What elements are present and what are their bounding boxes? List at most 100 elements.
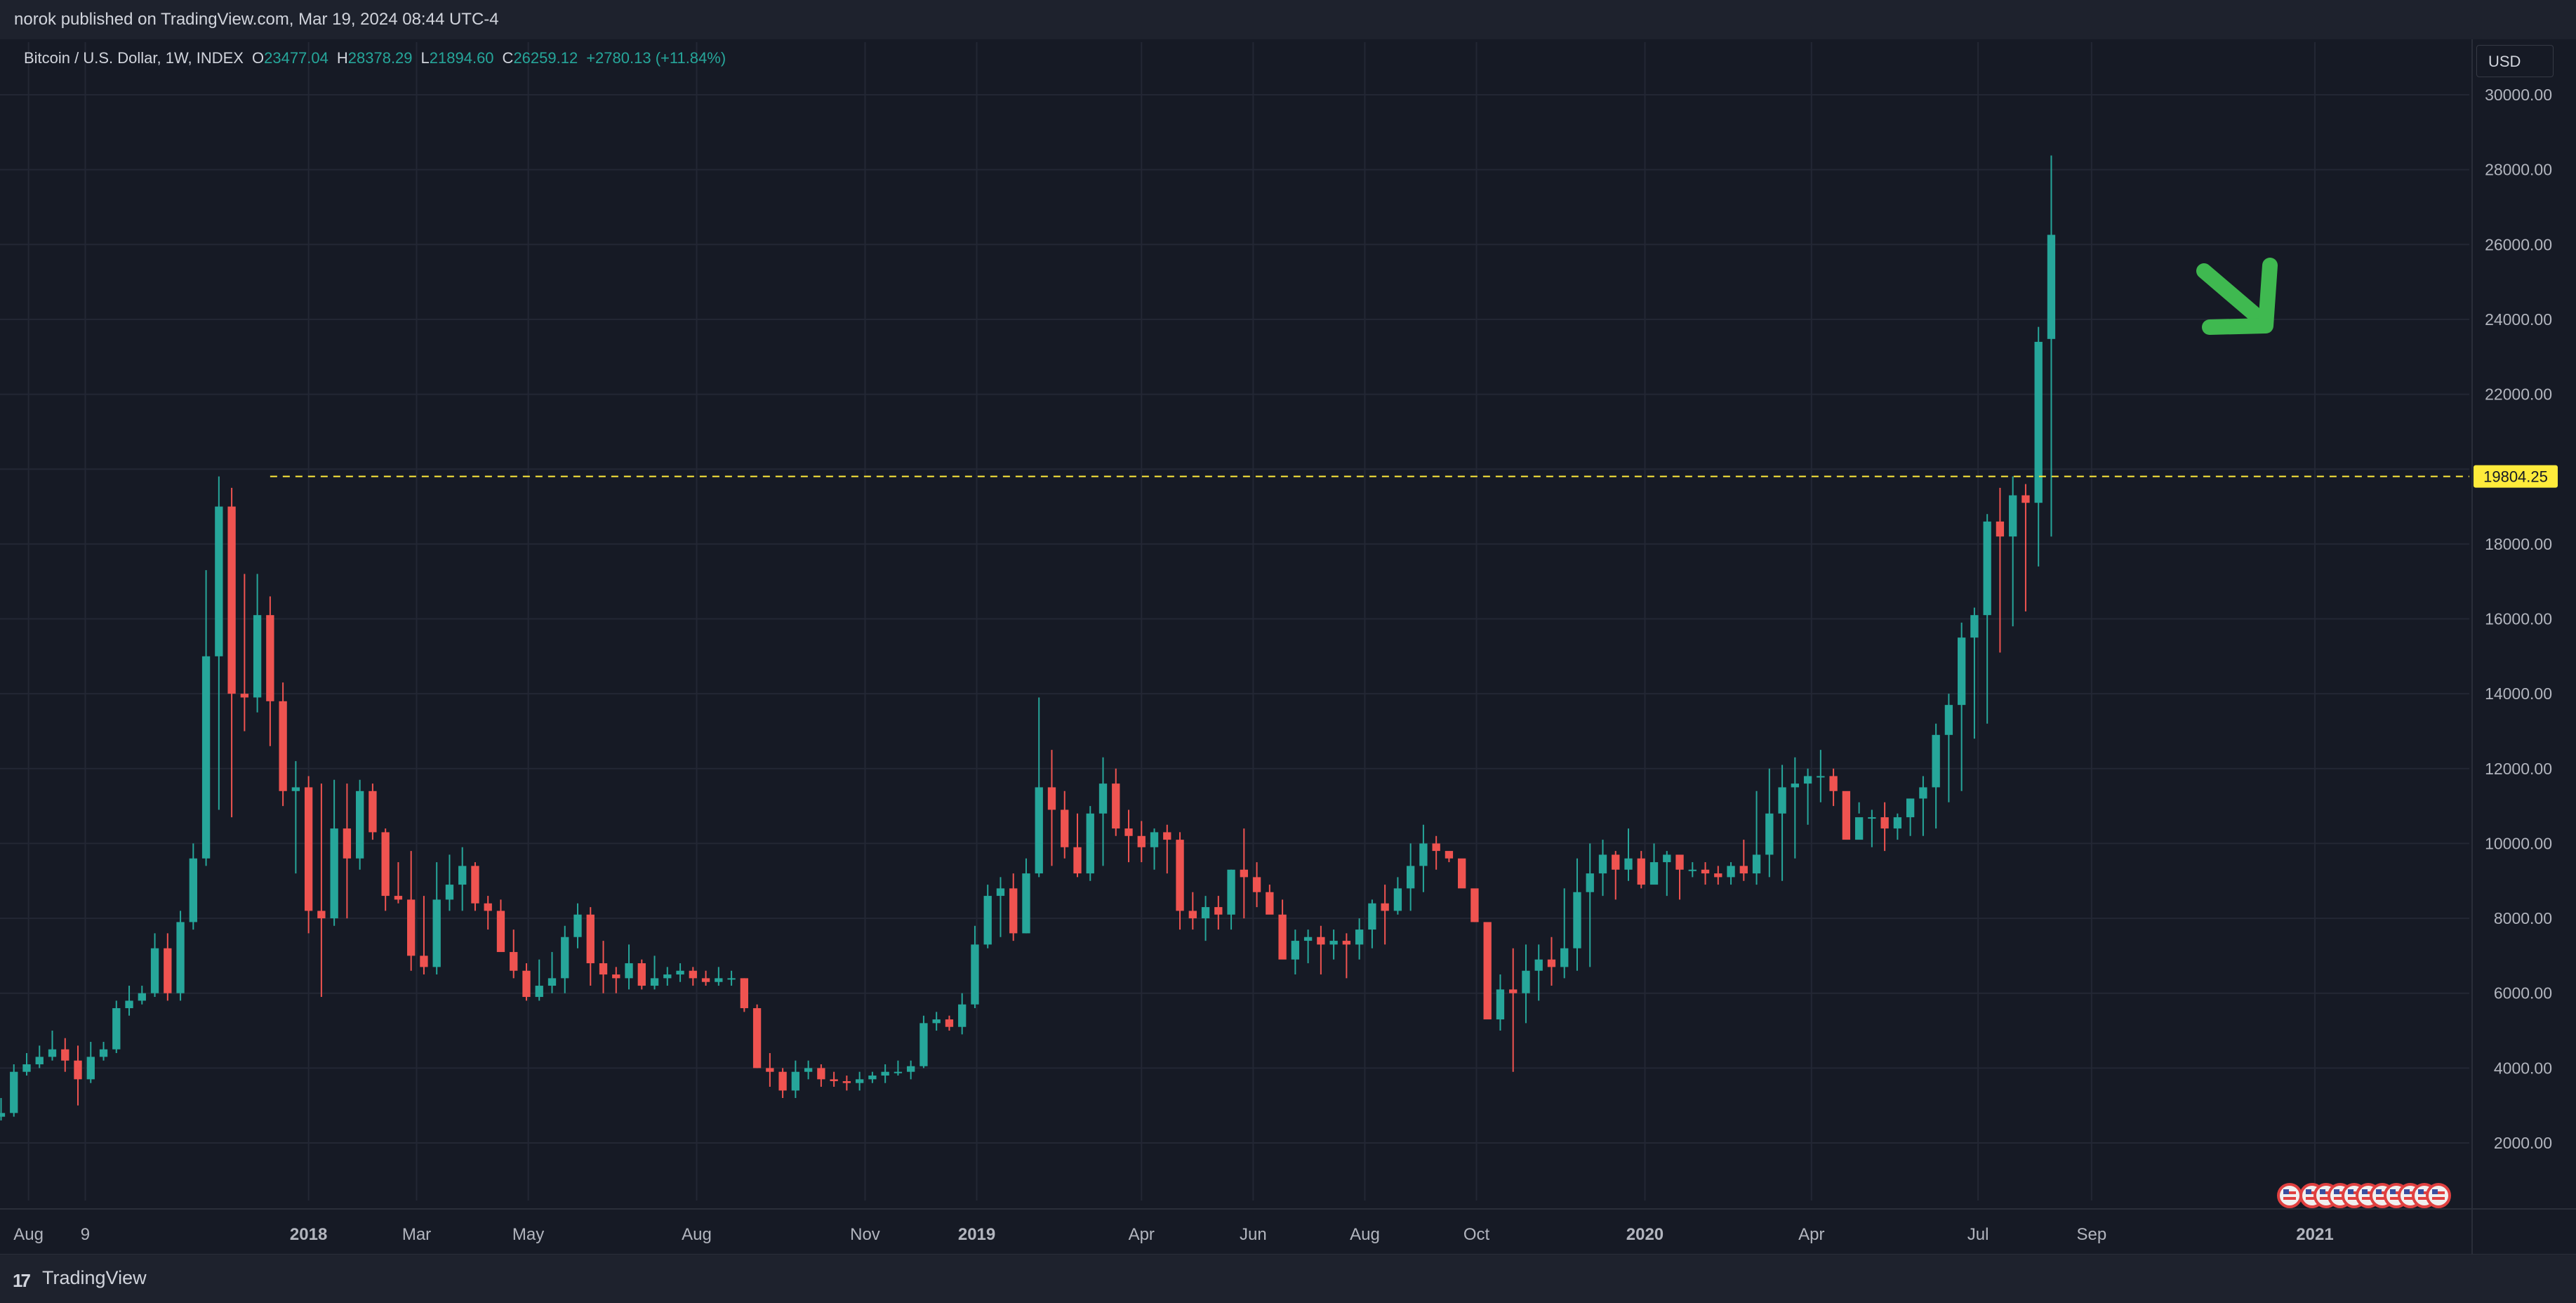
candle-body (1124, 828, 1133, 836)
candle-body (125, 1000, 133, 1009)
candle-body (727, 978, 736, 980)
candle-body (1509, 989, 1518, 993)
x-tick-label: Jun (1240, 1225, 1267, 1244)
flag-stripe (2390, 1197, 2403, 1200)
y-tick-label: 28000.00 (2485, 161, 2552, 179)
candle-body (599, 963, 608, 975)
candle-body (215, 506, 223, 656)
candle-body (1470, 888, 1479, 922)
candle-body (1381, 903, 1389, 911)
candle-body (1035, 787, 1043, 874)
candle-body (1752, 854, 1761, 874)
candle-body (535, 986, 543, 998)
candle-body (1739, 866, 1748, 874)
x-tick-label: Apr (1129, 1225, 1155, 1244)
candle-body (1009, 888, 1018, 934)
y-tick-label: 6000.00 (2494, 984, 2552, 1003)
candle-body (752, 1008, 762, 1069)
candle-body (842, 1081, 851, 1083)
candle-body (2047, 234, 2056, 339)
flag-canton (2404, 1189, 2410, 1194)
candle-body (1932, 734, 1940, 788)
y-tick-label: 18000.00 (2485, 535, 2552, 553)
flag-stripe (2404, 1197, 2417, 1200)
candle-body (266, 615, 274, 701)
y-tick-label: 26000.00 (2485, 235, 2552, 253)
us-flag-event-marker-icon (2277, 1183, 2302, 1208)
candle-body (1150, 832, 1159, 847)
candle-body (1163, 832, 1171, 840)
candle-body (1176, 840, 1184, 911)
candle-body (1137, 835, 1146, 847)
candle-body (253, 615, 262, 698)
candle-body (1612, 854, 1620, 870)
candle-body (1483, 922, 1492, 1020)
candle-body (1688, 869, 1697, 871)
candle-body (2034, 341, 2043, 503)
chart-area[interactable] (0, 39, 2576, 1254)
candle-body (766, 1068, 774, 1072)
candle-body (1522, 970, 1530, 993)
candle-body (561, 937, 569, 979)
candle-body (1022, 873, 1030, 934)
y-tick-label: 4000.00 (2494, 1059, 2552, 1077)
candle-body (1201, 907, 1210, 919)
high-label: H (336, 49, 348, 67)
candle-body (1355, 930, 1364, 945)
publisher-header: norok published on TradingView.com, Mar … (0, 0, 2576, 40)
flag-stripe (2348, 1191, 2361, 1194)
candle-body (1701, 869, 1710, 874)
candle-body (420, 955, 428, 967)
candle-body (432, 899, 441, 967)
candle-body (1432, 843, 1440, 852)
flag-canton (2362, 1189, 2368, 1194)
candle-body (138, 993, 146, 1001)
candle-body (1266, 892, 1274, 915)
candle-body (1829, 776, 1838, 791)
flag-canton (2432, 1189, 2438, 1194)
x-tick-label: Nov (850, 1225, 880, 1244)
candle-body (1663, 854, 1671, 863)
candle-body (1970, 615, 1979, 638)
candle-body (701, 978, 710, 982)
candle-body (496, 911, 505, 953)
candle-body (625, 963, 633, 979)
flag-stripe (2334, 1197, 2346, 1200)
candle-body (86, 1057, 95, 1080)
candle-body (1534, 959, 1543, 971)
candle-body (381, 832, 390, 897)
candle-body (1791, 783, 1799, 788)
candle-body (1227, 869, 1235, 915)
candle-body (1342, 941, 1351, 945)
green-arrow-down-right-icon (2196, 263, 2269, 328)
candle-body (1727, 866, 1735, 878)
x-tick-label: 9 (81, 1225, 90, 1244)
candle-body (791, 1071, 800, 1091)
candle-body (1573, 892, 1581, 948)
candle-body (1714, 873, 1722, 878)
candle-body (1957, 637, 1966, 706)
symbol-title[interactable]: Bitcoin / U.S. Dollar, 1W, INDEX (24, 49, 244, 67)
candle-body (1893, 817, 1902, 829)
flag-stripe (2334, 1191, 2346, 1194)
candle-body (830, 1079, 838, 1082)
candle-body (227, 506, 236, 694)
candle-body (1547, 959, 1556, 967)
low-value: 21894.60 (429, 49, 494, 67)
y-tick-label: 8000.00 (2494, 909, 2552, 927)
candle-body (1061, 809, 1069, 847)
candle-body (369, 791, 377, 833)
flag-stripe (2348, 1197, 2361, 1200)
candle-body (317, 911, 326, 919)
candle-body (894, 1071, 903, 1073)
candle-body (676, 970, 684, 975)
candle-body (1393, 888, 1402, 911)
candle-body (112, 1008, 121, 1050)
currency-button[interactable]: USD (2476, 45, 2554, 77)
flag-stripe (2376, 1191, 2389, 1194)
flag-canton (2320, 1189, 2325, 1194)
candle-body (1944, 705, 1953, 735)
arrow-head-icon (2202, 258, 2278, 335)
flag-stripe (2320, 1191, 2332, 1194)
